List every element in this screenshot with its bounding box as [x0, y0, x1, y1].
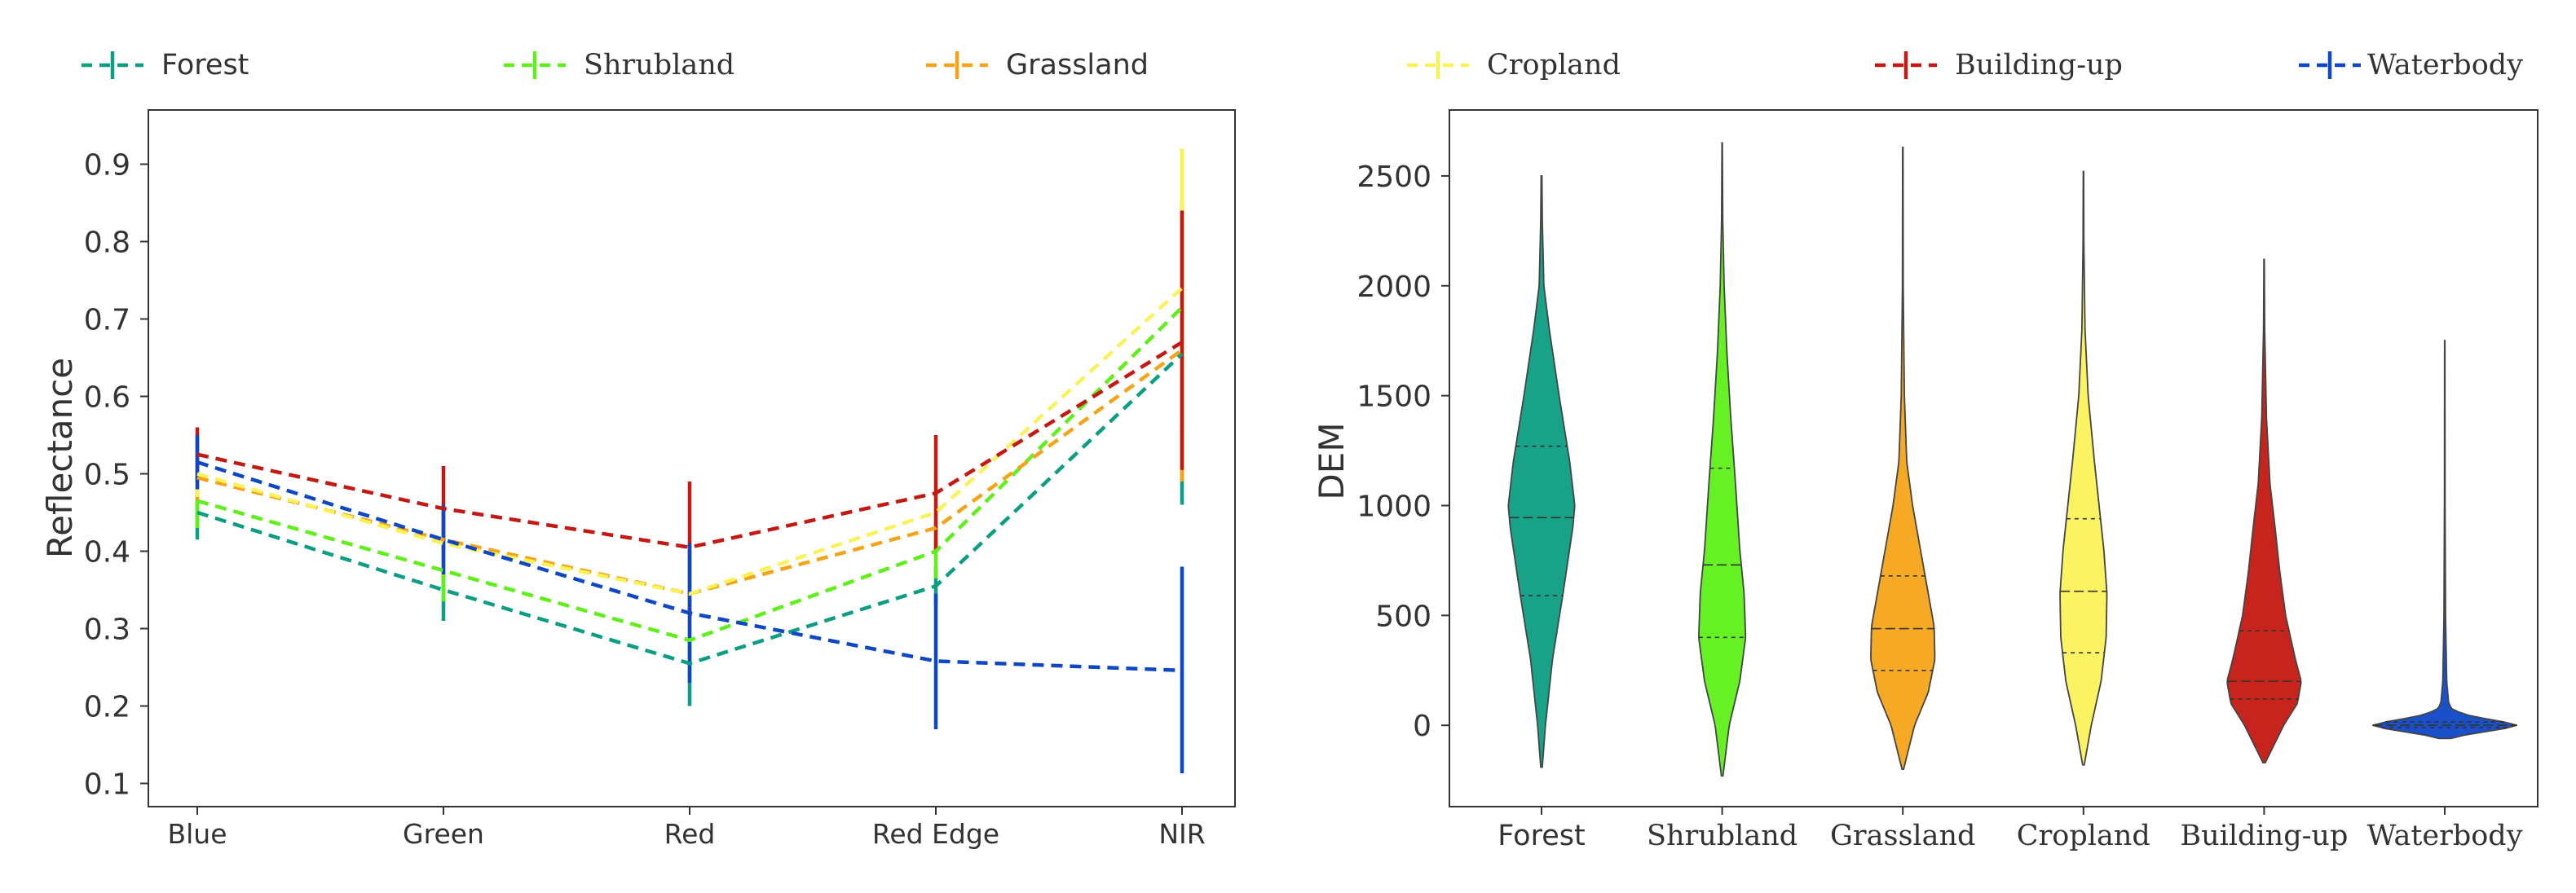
legend-entry-waterbody: Waterbody	[2299, 49, 2523, 81]
reflectance-y-tick-label-0: 0.1	[84, 768, 130, 802]
dem-y-tick-label-2: 1000	[1356, 490, 1431, 523]
reflectance-y-tick-label-5: 0.6	[84, 381, 130, 415]
reflectance-plot-frame	[148, 109, 1236, 807]
dem-x-tick-label-building-up: Building-up	[2180, 820, 2348, 852]
reflectance-y-axis-label: Reflectance	[40, 358, 80, 558]
violin-grassland	[1870, 146, 1936, 771]
dem-y-tick-label-5: 2500	[1356, 161, 1431, 194]
reflectance-line-building-up	[196, 341, 1184, 550]
reflectance-y-tick-label-1: 0.2	[84, 691, 130, 724]
dem-plot-frame	[1449, 109, 2539, 807]
reflectance-series	[195, 148, 1184, 774]
legend-label-building-up: Building-up	[1955, 49, 2123, 81]
dem-y-axis: 0 500 1000 1500 2000 2500	[1356, 161, 1449, 743]
reflectance-line-cropland	[196, 286, 1184, 596]
violin-body-cropland	[2059, 170, 2108, 766]
dem-y-axis-label: DEM	[1312, 422, 1352, 499]
violin-cropland	[2059, 170, 2108, 766]
legend-label-grassland: Grassland	[1006, 49, 1149, 81]
reflectance-x-tick-label-green: Green	[403, 818, 484, 850]
legend-label-waterbody: Waterbody	[2367, 49, 2523, 81]
reflectance-errorbars-waterbody	[195, 435, 1184, 774]
reflectance-y-tick-label-3: 0.4	[84, 536, 130, 570]
reflectance-x-tick-label-blue: Blue	[167, 818, 227, 850]
violin-body-forest	[1507, 175, 1576, 768]
dem-x-axis: Forest Shrubland Grassland Cropland Building…	[1498, 807, 2523, 852]
reflectance-x-tick-label-red-edge: Red Edge	[872, 818, 999, 850]
dem-y-tick-label-0: 0	[1413, 710, 1431, 743]
reflectance-x-tick-label-red: Red	[664, 818, 716, 850]
reflectance-x-tick-label-nir: NIR	[1158, 818, 1205, 850]
reflectance-y-tick-label-4: 0.5	[84, 459, 130, 492]
legend-entry-grassland: Grassland	[926, 49, 1149, 81]
dem-x-tick-label-forest: Forest	[1498, 820, 1585, 852]
reflectance-y-tick-label-6: 0.7	[84, 304, 130, 337]
violin-body-shrubland	[1698, 142, 1747, 777]
legend-label-cropland: Cropland	[1487, 49, 1621, 81]
violin-body-grassland	[1870, 146, 1936, 771]
reflectance-x-axis: Blue Green Red Red Edge NIR	[167, 807, 1206, 850]
dem-y-tick-label-1: 500	[1375, 600, 1431, 633]
legend-entry-forest: Forest	[82, 49, 249, 81]
legend-entry-shrubland: Shrubland	[504, 49, 734, 81]
reflectance-line-waterbody	[196, 460, 1183, 673]
dem-violins	[1507, 142, 2517, 777]
dem-x-tick-label-waterbody: Waterbody	[2367, 820, 2523, 852]
violin-waterbody	[2372, 340, 2517, 740]
reflectance-line-forest	[196, 352, 1184, 666]
violin-body-waterbody	[2372, 340, 2517, 740]
reflectance-line-shrubland	[196, 306, 1184, 643]
legend-label-shrubland: Shrubland	[584, 49, 734, 81]
dem-chart: 0 500 1000 1500 2000 2500 Forest Shrubland Gras…	[1312, 109, 2539, 852]
violin-body-building-up	[2226, 258, 2302, 763]
legend-entry-cropland: Cropland	[1407, 49, 1621, 81]
reflectance-y-tick-label-7: 0.8	[84, 227, 130, 260]
dem-x-tick-label-shrubland: Shrubland	[1647, 820, 1797, 852]
reflectance-chart: 0.1 0.2 0.3 0.4 0.5 0.6 0.7 0.8 0.9 Blue Green Red…	[40, 109, 1236, 850]
reflectance-y-tick-label-8: 0.9	[84, 149, 130, 183]
dem-y-tick-label-3: 1500	[1356, 381, 1431, 414]
reflectance-y-axis: 0.1 0.2 0.3 0.4 0.5 0.6 0.7 0.8 0.9	[84, 149, 148, 802]
legend-entry-building-up: Building-up	[1875, 49, 2123, 81]
legend-label-forest: Forest	[161, 49, 249, 81]
violin-forest	[1507, 175, 1576, 768]
reflectance-y-tick-label-2: 0.3	[84, 614, 130, 647]
dem-y-tick-label-4: 2000	[1356, 271, 1431, 304]
dem-x-tick-label-grassland: Grassland	[1830, 820, 1976, 852]
legend: Forest Shrubland Grassland Cropland Buil…	[82, 49, 2523, 81]
violin-shrubland	[1698, 142, 1747, 777]
violin-building-up	[2226, 258, 2302, 763]
dem-x-tick-label-cropland: Cropland	[2017, 820, 2150, 852]
